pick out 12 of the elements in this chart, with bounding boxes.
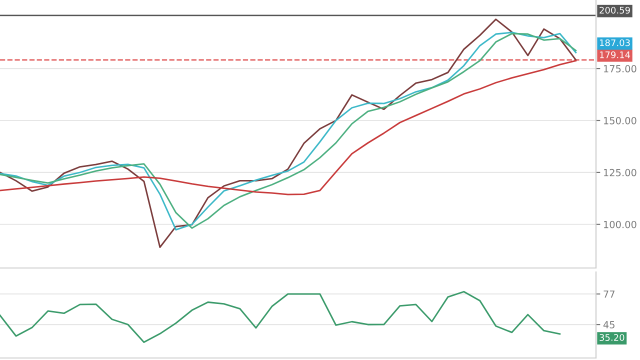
text: 35.20 — [600, 334, 624, 341]
y-tick-label: 150.00 — [604, 116, 636, 124]
ref-line-label: 200.59 — [600, 6, 630, 14]
annotation: 187.03 — [600, 39, 630, 46]
y-tick-label: 77 — [604, 290, 614, 298]
line-series — [0, 60, 577, 196]
line-series — [0, 290, 561, 343]
y-tick-label: 175.00 — [604, 65, 636, 72]
y-tick-label: 45 — [603, 321, 614, 328]
y-tick-label: 100.00 — [604, 220, 636, 228]
ref-line-label: 179.14 — [600, 51, 630, 58]
y-tick-label: 125.00 — [604, 168, 636, 176]
